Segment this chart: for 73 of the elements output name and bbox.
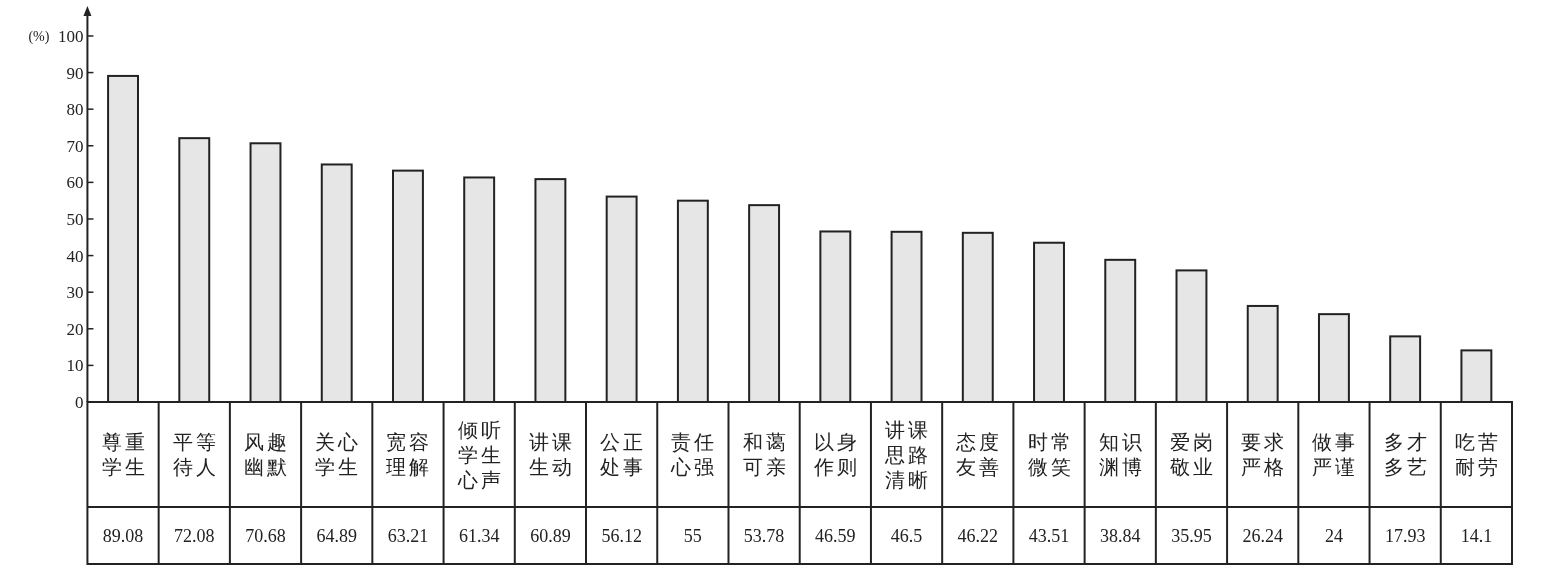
data-label: 60.89 (530, 525, 571, 546)
bar (1317, 313, 1350, 403)
bar (1460, 349, 1493, 403)
data-label: 43.51 (1028, 525, 1070, 546)
data-label: 72.08 (174, 525, 215, 546)
bar (1104, 258, 1137, 403)
data-label: 14.1 (1460, 525, 1493, 546)
x-tick-label: 态度友善 (955, 431, 1003, 478)
x-tick-label: 尊重学生 (101, 431, 148, 478)
bar (605, 195, 638, 403)
bar (463, 176, 496, 403)
bar (1175, 269, 1208, 403)
bar (890, 230, 923, 403)
bar (1389, 335, 1422, 403)
y-tick-label: 60 (66, 173, 84, 193)
y-tick-label: 80 (66, 100, 84, 120)
bar (320, 163, 353, 403)
bar (249, 142, 282, 403)
x-tick-label: 倾听学生心声 (456, 418, 504, 491)
y-tick-label: 20 (66, 319, 84, 339)
y-tick-label: 70 (66, 136, 84, 156)
y-tick-label: 10 (66, 356, 84, 376)
x-tick-label: 知识渊博 (1098, 431, 1145, 478)
data-label: 24 (1324, 525, 1343, 546)
table: 尊重学生 89.08 平等待人 72.08 风趣幽默 70.68 关心学生 64.89 宽容理解 63.21 倾听学生心声 61.34 讲课生动 60.89 公正处事 56.12 责任心强 55 和蔼可亲 53.78 以身作则 46.59 讲课思路清晰 46.5 态度友善 46.22 时常微笑 43.51 知识渊博 38.84 爱岗敬业 35.95 要求严格 26.24 做事严谨 24 多才多艺 17.93 吃苦耐劳 14.1 (86, 401, 1513, 565)
x-tick-label: 讲课思路清晰 (884, 418, 932, 491)
x-tick-label: 公正处事 (600, 431, 647, 478)
data-label: 17.93 (1384, 525, 1426, 546)
bar (819, 230, 852, 403)
x-tick-label: 和蔼可亲 (742, 431, 789, 478)
data-label: 53.78 (743, 525, 785, 546)
bar (1033, 241, 1065, 403)
x-tick-label: 关心学生 (315, 431, 362, 478)
y-tick-label: 50 (66, 209, 84, 229)
bar (961, 231, 994, 403)
x-tick-label: 责任心强 (670, 431, 718, 478)
x-tick-label: 讲课生动 (528, 431, 575, 478)
y-tick-label: 40 (66, 246, 84, 266)
data-label: 35.95 (1171, 525, 1212, 546)
data-label: 63.21 (387, 525, 429, 546)
bar (676, 199, 709, 403)
bar (1246, 304, 1279, 403)
data-label: 56.12 (601, 525, 642, 546)
data-label: 38.84 (1099, 525, 1141, 546)
x-tick-label: 时常微笑 (1027, 431, 1074, 478)
data-label: 89.08 (102, 525, 144, 546)
x-tick-label: 爱岗敬业 (1169, 431, 1216, 478)
bar (178, 137, 211, 403)
data-label: 26.24 (1242, 525, 1283, 546)
x-tick-label: 风趣幽默 (244, 431, 290, 478)
data-label: 46.5 (890, 525, 923, 546)
x-tick-label: 要求严格 (1241, 431, 1288, 478)
x-tick-label: 宽容理解 (386, 431, 433, 478)
bar (534, 178, 567, 403)
data-label: 55 (683, 525, 702, 546)
x-tick-label: 多才多艺 (1383, 431, 1430, 478)
bar (107, 74, 139, 403)
data-label: 46.22 (957, 525, 999, 546)
y-tick-label: 100 (57, 26, 84, 46)
x-tick-label: 以身作则 (812, 431, 860, 478)
y-tick-label: 30 (66, 283, 84, 303)
y-tick-label: 0 (74, 393, 84, 412)
y-tick-label: 90 (66, 63, 84, 83)
x-tick-label: 做事严谨 (1312, 431, 1359, 478)
data-label: 70.68 (245, 525, 286, 546)
data-label: 64.89 (316, 525, 357, 546)
bar (392, 169, 424, 403)
data-label: 46.59 (815, 525, 856, 546)
data-label: 61.34 (458, 525, 500, 546)
x-tick-label: 平等待人 (172, 431, 219, 478)
x-tick-label: 吃苦耐劳 (1454, 431, 1501, 478)
y-axis-title: (%) (28, 28, 50, 45)
bar (748, 204, 781, 403)
